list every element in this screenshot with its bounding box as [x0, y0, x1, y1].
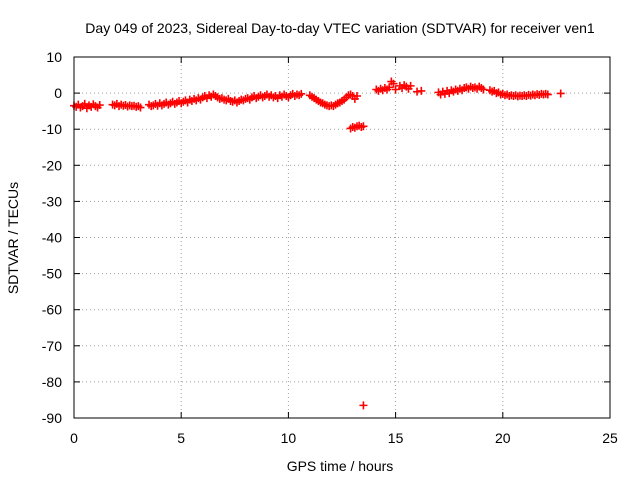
y-tick-label: -90: [42, 410, 62, 426]
data-point: [95, 101, 104, 110]
y-tick-label: -40: [42, 230, 62, 246]
data-point: [406, 81, 415, 90]
data-points: [70, 77, 565, 410]
data-point: [359, 401, 368, 410]
plot-frame: [73, 56, 611, 419]
data-point: [389, 79, 398, 88]
y-axis-ticks: 10 0 -10 -20 -30 -40 -50 -60 -70 -80 -90: [42, 49, 610, 426]
y-tick-label: -70: [42, 338, 62, 354]
data-point: [417, 86, 426, 95]
data-point: [136, 103, 145, 112]
data-point: [391, 85, 400, 94]
x-axis-label: GPS time / hours: [287, 458, 394, 474]
data-point: [385, 83, 394, 92]
data-point: [359, 122, 368, 131]
x-tick-label: 15: [388, 430, 404, 446]
y-tick-label: -10: [42, 121, 62, 137]
x-axis-ticks: 0 5 10 15 20 25: [70, 57, 618, 446]
data-point: [80, 99, 89, 108]
chart-title: Day 049 of 2023, Sidereal Day-to-day VTE…: [85, 20, 595, 36]
y-tick-label: -50: [42, 266, 62, 282]
y-tick-label: 0: [54, 85, 62, 101]
x-tick-label: 25: [602, 430, 618, 446]
y-axis-label: SDTVAR / TECUs: [5, 182, 21, 294]
y-tick-label: -20: [42, 157, 62, 173]
grid-lines: [74, 57, 610, 418]
y-tick-label: 10: [46, 49, 62, 65]
y-tick-label: -30: [42, 193, 62, 209]
x-tick-label: 5: [177, 430, 185, 446]
data-point: [353, 91, 362, 100]
data-point: [297, 89, 306, 98]
x-tick-label: 20: [495, 430, 511, 446]
y-tick-label: -80: [42, 374, 62, 390]
x-tick-label: 0: [70, 430, 78, 446]
data-point: [556, 89, 565, 98]
data-point: [543, 90, 552, 99]
x-tick-label: 10: [281, 430, 297, 446]
y-tick-label: -60: [42, 302, 62, 318]
